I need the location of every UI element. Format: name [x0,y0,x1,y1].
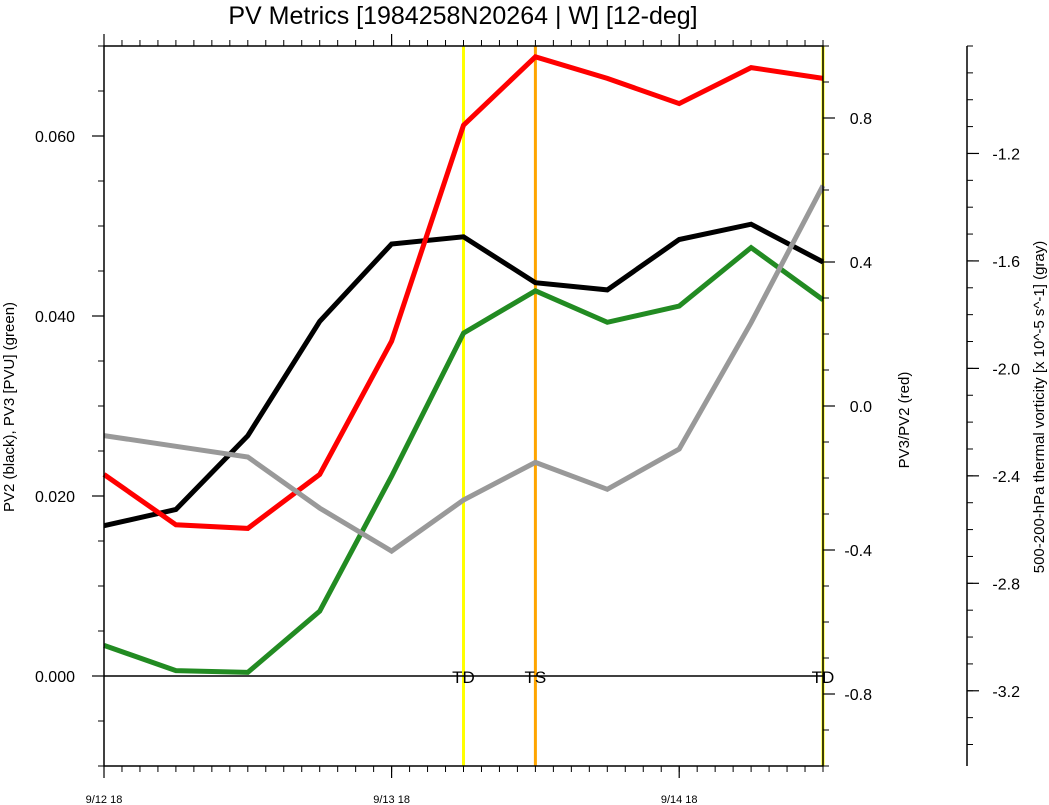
far-right-tick-label: -2.8 [992,576,1020,593]
left-tick-label: 0.060 [35,129,75,146]
far-right-tick-label: -2.4 [992,469,1020,486]
right-tick-label: 0.4 [850,255,872,272]
left-tick-label: 0.020 [35,489,75,506]
right-axis-label: PV3/PV2 (red) [896,372,913,469]
left-axis-label: PV2 (black), PV3 [PVU] (green) [1,302,18,512]
marker-label-0: TD [452,668,475,687]
far-right-tick-label: -2.0 [992,361,1020,378]
right-tick-label: 0.0 [850,399,872,416]
x-tick-label: 9/14 18 [661,794,698,805]
x-tick-label: 9/12 18 [86,794,123,805]
far-right-axis-label: 500-200-hPa thermal vorticity [x 10^-5 s… [1031,241,1048,574]
far-right-tick-label: -1.2 [992,146,1020,163]
right-tick-label: -0.8 [844,687,872,704]
far-right-tick-label: -1.6 [992,254,1020,271]
chart-title: PV Metrics [1984258N20264 | W] [12-deg] [228,2,697,30]
x-tick-label: 9/13 18 [373,794,410,805]
axes: 0.000 0.020 0.040 0.060 -0.8 -0.4 0.0 0.4 0.8 -3.… [35,34,1020,805]
right-tick-label: -0.4 [844,543,872,560]
series-line-3 [103,184,826,555]
series-lines [102,53,826,675]
left-tick-label: 0.000 [35,669,75,686]
right-tick-label: 0.8 [850,111,872,128]
far-right-tick-label: -3.2 [992,684,1020,701]
marker-label-1: TS [525,668,547,687]
axis-labels: PV Metrics [1984258N20264 | W] [12-deg] … [1,2,1048,573]
left-tick-label: 0.040 [35,309,75,326]
